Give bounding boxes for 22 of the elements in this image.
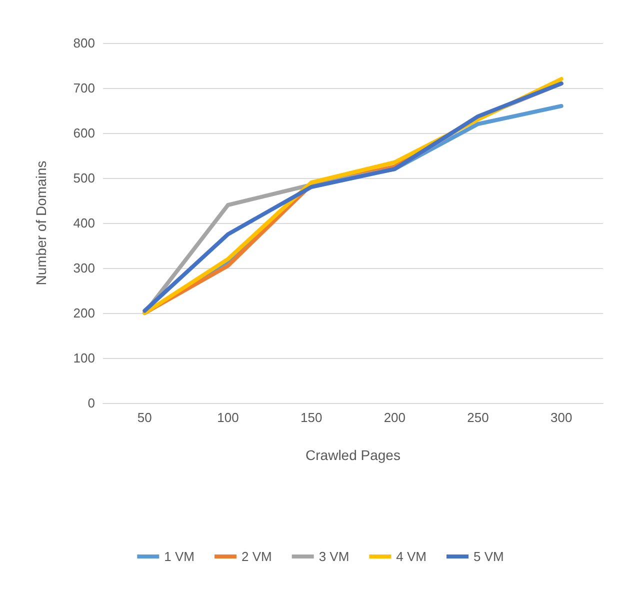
- x-tick-label: 150: [300, 410, 322, 425]
- y-tick-label: 600: [73, 126, 95, 140]
- y-axis-title: Number of Domains: [33, 160, 49, 286]
- y-tick-label: 400: [73, 216, 95, 230]
- x-tick-label: 250: [467, 410, 489, 425]
- x-axis-title: Crawled Pages: [306, 447, 400, 463]
- y-tick-label: 0: [88, 396, 95, 410]
- legend-label: 4 VM: [396, 549, 427, 564]
- legend-label: 1 VM: [164, 549, 194, 564]
- y-tick-label: 500: [73, 170, 95, 186]
- y-tick-label: 700: [73, 80, 95, 96]
- x-tick-label: 300: [550, 410, 572, 425]
- x-tick-label: 50: [137, 410, 152, 425]
- y-tick-label: 800: [73, 36, 95, 50]
- x-tick-label: 200: [384, 410, 406, 425]
- y-tick-label: 200: [73, 306, 95, 320]
- legend-label: 2 VM: [241, 549, 272, 564]
- y-tick-label: 300: [73, 260, 95, 276]
- legend-label: 3 VM: [318, 549, 350, 564]
- x-tick-label: 100: [217, 410, 239, 425]
- legend-label: 5 VM: [474, 549, 504, 564]
- y-tick-label: 100: [73, 350, 95, 366]
